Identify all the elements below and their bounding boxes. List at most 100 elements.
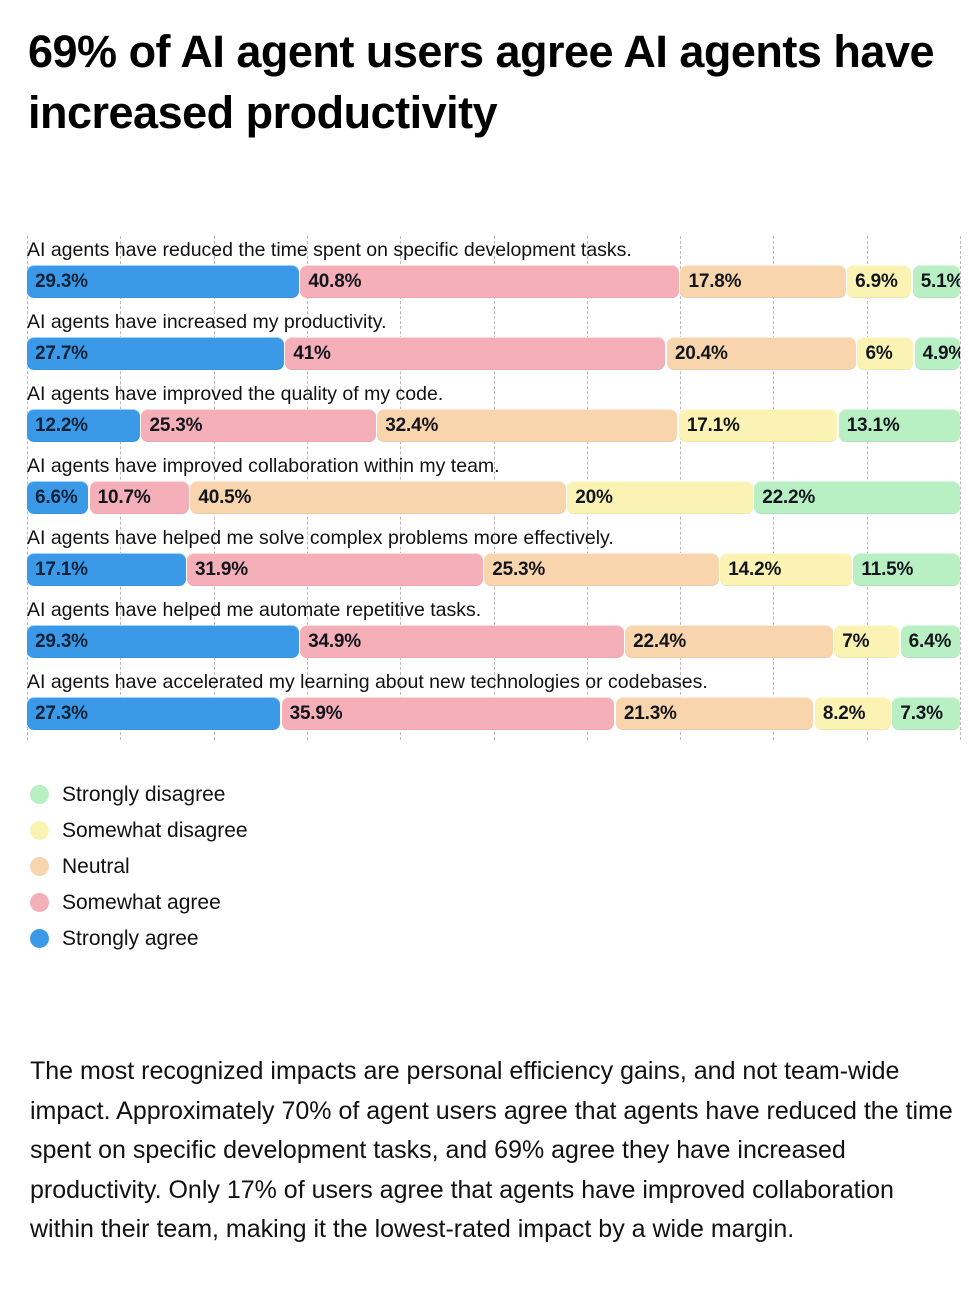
chart-row: AI agents have increased my productivity… [27, 308, 960, 380]
gridline-100 [960, 236, 961, 740]
chart-row: AI agents have helped me solve complex p… [27, 524, 960, 596]
bar-segment-somewhat_disagree[interactable]: 8.2% [814, 697, 891, 730]
legend-item-strongly_agree[interactable]: Strongly agree [30, 920, 450, 956]
bar-segment-value: 41% [293, 342, 331, 364]
bar-segment-somewhat_agree[interactable]: 35.9% [281, 697, 615, 730]
bar-segment-value: 7% [842, 630, 870, 652]
stacked-bar: 12.2% 25.3% 32.4% 17.1% 13.1% [27, 409, 960, 442]
row-label: AI agents have increased my productivity… [27, 311, 387, 333]
bar-segment-value: 13.1% [846, 414, 900, 436]
legend-label: Neutral [62, 854, 130, 878]
bar-segment-strongly_disagree[interactable]: 11.5% [853, 553, 960, 586]
bar-segment-value: 12.2% [35, 414, 88, 436]
legend-item-somewhat_disagree[interactable]: Somewhat disagree [30, 812, 450, 848]
legend-swatch-icon [30, 892, 49, 912]
bar-segment-value: 27.3% [35, 702, 88, 724]
chart-rows: AI agents have reduced the time spent on… [27, 236, 961, 740]
bar-segment-value: 31.9% [195, 558, 248, 580]
row-label: AI agents have improved collaboration wi… [27, 455, 500, 477]
bar-segment-somewhat_disagree[interactable]: 6.9% [847, 265, 912, 298]
page-title: 69% of AI agent users agree AI agents ha… [28, 26, 935, 138]
bar-segment-neutral[interactable]: 22.4% [625, 625, 833, 658]
bar-segment-value: 20.4% [674, 342, 728, 364]
bar-segment-strongly_disagree[interactable]: 13.1% [838, 409, 960, 442]
legend-swatch-icon [30, 784, 49, 804]
bar-segment-strongly_disagree[interactable]: 6.4% [900, 625, 960, 658]
bar-segment-value: 32.4% [385, 414, 439, 436]
bar-segment-strongly_agree[interactable]: 29.3% [27, 265, 299, 298]
bar-segment-strongly_agree[interactable]: 6.6% [27, 481, 89, 514]
stacked-bar: 27.3% 35.9% 21.3% 8.2% 7.3% [27, 697, 960, 730]
row-label: AI agents have helped me automate repeti… [27, 599, 482, 621]
legend-label: Strongly disagree [62, 782, 226, 806]
bar-segment-strongly_disagree[interactable]: 7.3% [892, 697, 960, 730]
caption-text: The most recognized impacts are personal… [30, 1057, 953, 1243]
bar-segment-strongly_disagree[interactable]: 22.2% [754, 481, 960, 514]
row-label: AI agents have helped me solve complex p… [27, 527, 614, 549]
legend-item-strongly_disagree[interactable]: Strongly disagree [30, 776, 450, 812]
bar-segment-neutral[interactable]: 32.4% [377, 409, 678, 442]
bar-segment-strongly_agree[interactable]: 27.3% [27, 697, 281, 730]
bar-segment-somewhat_agree[interactable]: 10.7% [89, 481, 189, 514]
bar-segment-value: 17.8% [688, 270, 742, 292]
bar-segment-neutral[interactable]: 40.5% [190, 481, 566, 514]
bar-segment-somewhat_disagree[interactable]: 17.1% [678, 409, 838, 442]
stacked-bar: 29.3% 34.9% 22.4% 7% 6.4% [27, 625, 960, 658]
bar-segment-somewhat_agree[interactable]: 40.8% [300, 265, 679, 298]
bar-segment-value: 11.5% [861, 558, 914, 580]
chart-row: AI agents have improved collaboration wi… [27, 452, 960, 524]
stacked-bar: 29.3% 40.8% 17.8% 6.9% 5.1% [27, 265, 961, 298]
legend-label: Somewhat agree [62, 890, 221, 914]
chart-row: AI agents have reduced the time spent on… [27, 236, 961, 308]
bar-segment-neutral[interactable]: 21.3% [615, 697, 814, 730]
bar-segment-value: 27.7% [35, 342, 88, 364]
stacked-bar: 27.7% 41% 20.4% 6% 4.9% [27, 337, 960, 370]
bar-segment-somewhat_agree[interactable]: 31.9% [187, 553, 483, 586]
bar-segment-strongly_agree[interactable]: 29.3% [27, 625, 299, 658]
bar-segment-somewhat_disagree[interactable]: 7% [834, 625, 900, 658]
bar-segment-value: 40.8% [308, 270, 362, 292]
bar-segment-value: 8.2% [822, 702, 866, 724]
legend-swatch-icon [30, 820, 49, 840]
stacked-bar: 17.1% 31.9% 25.3% 14.2% 11.5% [27, 553, 960, 586]
bar-segment-value: 6% [865, 342, 893, 364]
stacked-bar-chart: AI agents have reduced the time spent on… [27, 236, 961, 740]
bar-segment-strongly_agree[interactable]: 12.2% [27, 409, 140, 442]
bar-segment-value: 10.7% [97, 486, 151, 508]
legend-label: Strongly agree [62, 926, 199, 950]
legend-item-somewhat_agree[interactable]: Somewhat agree [30, 884, 450, 920]
bar-segment-neutral[interactable]: 20.4% [666, 337, 856, 370]
bar-segment-value: 21.3% [623, 702, 677, 724]
bar-segment-value: 29.3% [35, 270, 88, 292]
bar-segment-value: 17.1% [35, 558, 88, 580]
bar-segment-strongly_disagree[interactable]: 5.1% [912, 265, 961, 298]
bar-segment-value: 22.2% [762, 486, 816, 508]
bar-segment-somewhat_agree[interactable]: 25.3% [141, 409, 376, 442]
bar-segment-value: 34.9% [308, 630, 361, 652]
row-label: AI agents have reduced the time spent on… [27, 239, 632, 261]
legend-label: Somewhat disagree [62, 818, 248, 842]
bar-segment-value: 35.9% [289, 702, 343, 724]
bar-segment-strongly_agree[interactable]: 17.1% [27, 553, 186, 586]
bar-segment-somewhat_disagree[interactable]: 20% [567, 481, 753, 514]
bar-segment-strongly_disagree[interactable]: 4.9% [914, 337, 960, 370]
bar-segment-value: 6.4% [908, 630, 952, 652]
bar-segment-value: 40.5% [198, 486, 252, 508]
legend-item-neutral[interactable]: Neutral [30, 848, 450, 884]
bar-segment-value: 20% [575, 486, 613, 508]
bar-segment-somewhat_agree[interactable]: 34.9% [300, 625, 624, 658]
bar-segment-value: 6.6% [35, 486, 78, 508]
bar-segment-value: 17.1% [686, 414, 740, 436]
bar-segment-value: 25.3% [149, 414, 203, 436]
bar-segment-somewhat_disagree[interactable]: 6% [857, 337, 914, 370]
stacked-bar: 6.6% 10.7% 40.5% 20% 22.2% [27, 481, 960, 514]
bar-segment-neutral[interactable]: 25.3% [484, 553, 719, 586]
bar-segment-neutral[interactable]: 17.8% [680, 265, 846, 298]
bar-segment-somewhat_agree[interactable]: 41% [285, 337, 666, 370]
bar-segment-somewhat_disagree[interactable]: 14.2% [720, 553, 852, 586]
bar-segment-value: 5.1% [920, 270, 961, 292]
bar-segment-value: 4.9% [922, 342, 960, 364]
bar-segment-strongly_agree[interactable]: 27.7% [27, 337, 284, 370]
legend-swatch-icon [30, 928, 49, 948]
